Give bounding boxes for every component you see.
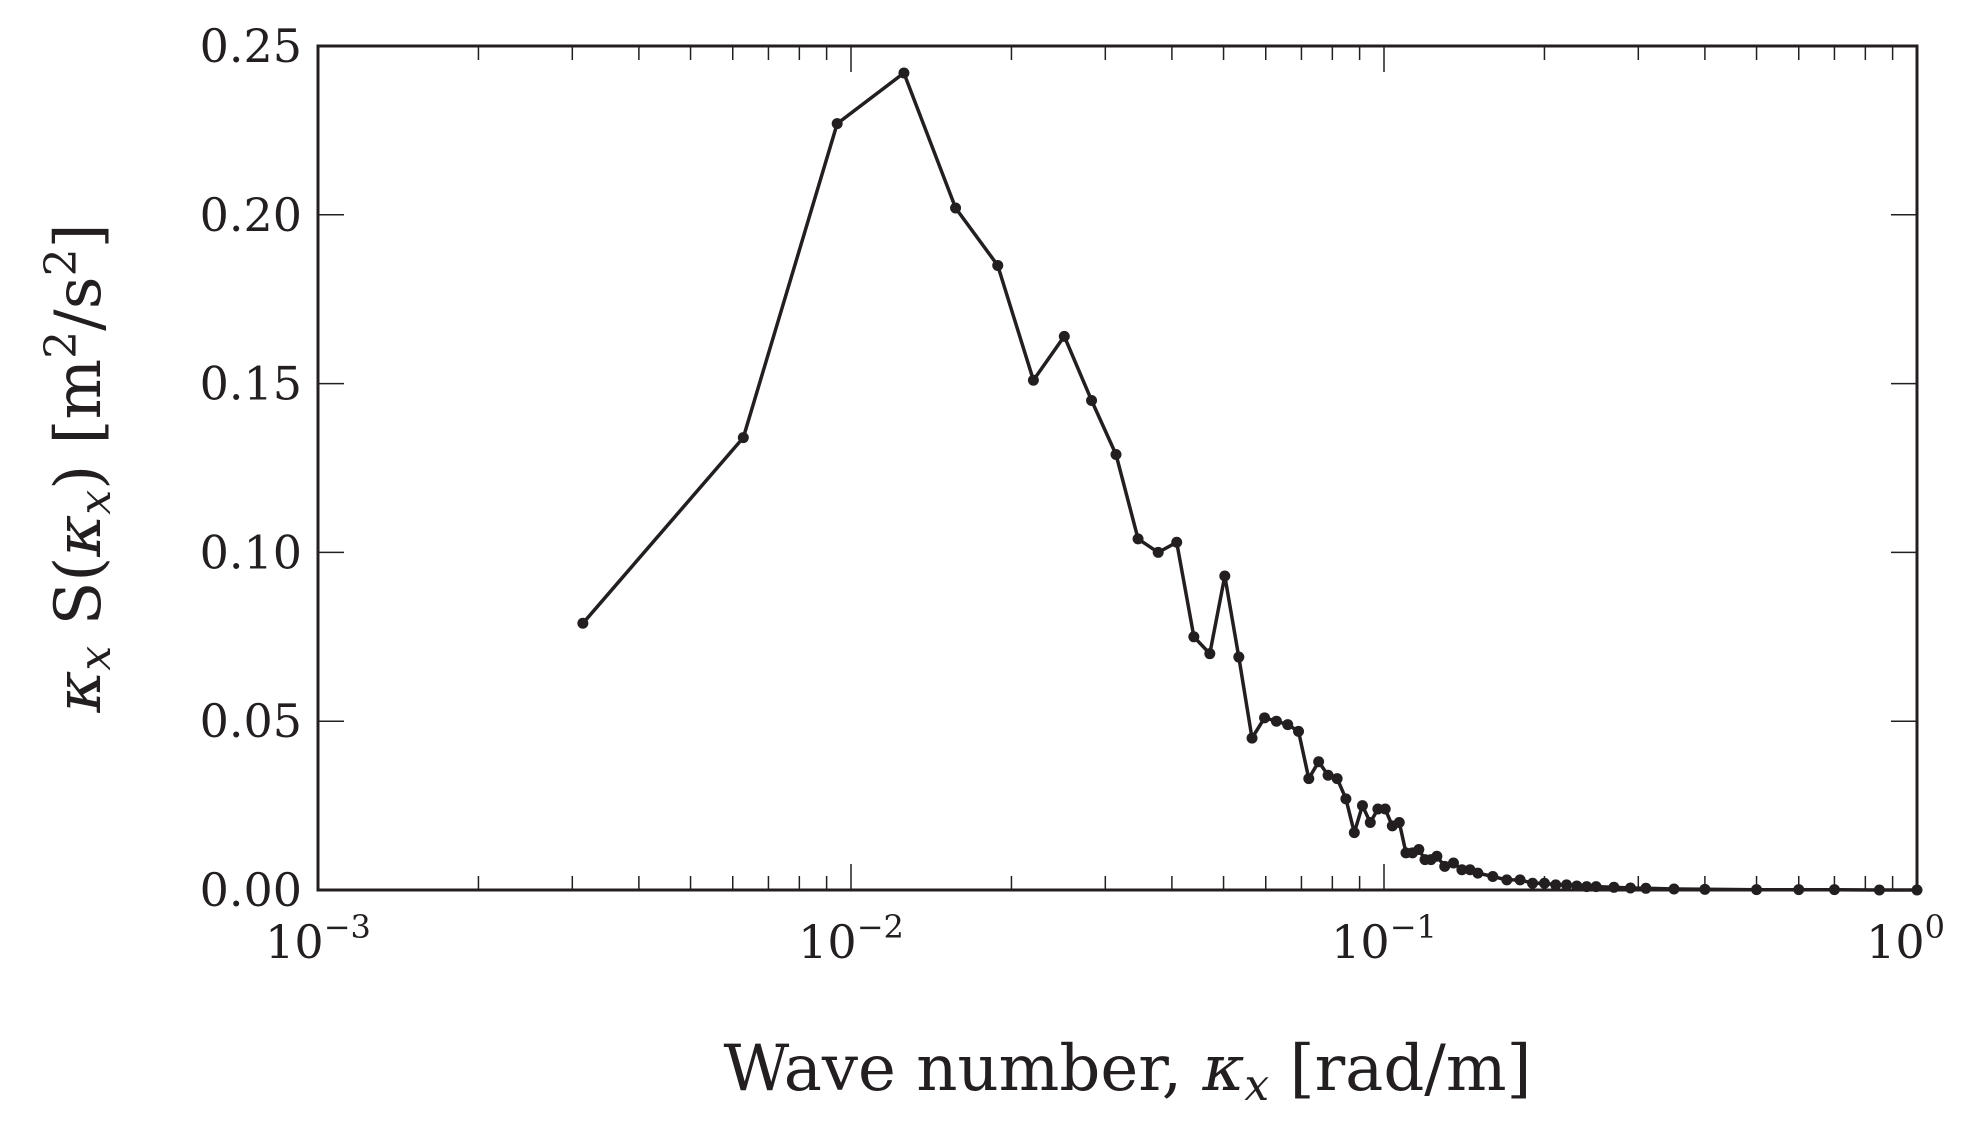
x-tick-labels: 10−3 10−2 10−1 100	[265, 908, 1945, 969]
series-layer	[577, 67, 1923, 896]
data-point	[1393, 816, 1405, 828]
y-tick-labels: 0.00 0.05 0.10 0.15 0.20 0.25	[200, 19, 302, 917]
x-tick-label: 10−3	[265, 908, 371, 969]
data-point	[1219, 570, 1231, 582]
data-point	[1447, 857, 1459, 869]
data-point	[1413, 843, 1425, 855]
y-tick-label: 0.20	[200, 188, 302, 242]
plot-frame	[316, 44, 1919, 892]
data-point	[950, 202, 962, 214]
data-point	[1527, 877, 1539, 889]
data-point	[737, 432, 749, 444]
data-point	[1293, 725, 1305, 737]
data-point	[1204, 648, 1216, 660]
data-point	[1439, 860, 1451, 872]
data-point	[1550, 879, 1562, 891]
data-point	[1356, 800, 1368, 812]
data-point	[1331, 773, 1343, 785]
data-point	[1472, 867, 1484, 879]
y-tick-label: 0.25	[200, 19, 302, 73]
x-tick-label: 10−1	[1331, 908, 1437, 969]
data-point	[1171, 536, 1183, 548]
data-point	[1538, 877, 1550, 889]
data-point	[1487, 870, 1499, 882]
x-tick-label: 10−2	[798, 908, 904, 969]
data-point	[1152, 546, 1164, 558]
data-point	[1188, 631, 1200, 643]
data-point	[1456, 864, 1468, 876]
data-point	[1561, 879, 1573, 891]
data-point	[1640, 882, 1652, 894]
data-point	[1340, 793, 1352, 805]
y-tick-label: 0.15	[200, 357, 302, 411]
data-point	[1282, 719, 1294, 731]
data-point	[1514, 874, 1526, 886]
data-point	[1233, 651, 1245, 663]
data-point	[1246, 732, 1258, 744]
data-point	[898, 67, 910, 79]
data-point	[1058, 330, 1070, 342]
data-point	[577, 617, 589, 629]
data-point	[1348, 827, 1360, 839]
data-point	[1313, 756, 1325, 768]
axis-ticks	[317, 45, 1917, 891]
y-tick-label: 0.05	[200, 694, 302, 748]
data-point	[992, 259, 1004, 271]
data-point	[1270, 715, 1282, 727]
y-tick-label: 0.00	[200, 863, 302, 917]
data-point	[1110, 448, 1122, 460]
data-point	[1364, 816, 1376, 828]
data-point	[1379, 803, 1391, 815]
data-point	[1132, 533, 1144, 545]
data-point	[1322, 769, 1334, 781]
data-point	[831, 118, 843, 130]
y-axis-title: κx S(κx) [m2/s2]	[36, 223, 121, 713]
series-line	[581, 71, 1917, 892]
data-point	[1624, 882, 1636, 894]
data-point	[1501, 874, 1513, 886]
data-point	[1259, 712, 1271, 724]
x-tick-label: 100	[1866, 908, 1945, 969]
x-axis-title: Wave number, κx [rad/m]	[723, 1032, 1531, 1111]
data-point	[1303, 773, 1315, 785]
data-point	[1086, 394, 1098, 406]
y-tick-label: 0.10	[200, 525, 302, 579]
data-point	[1431, 850, 1443, 862]
data-point	[1027, 374, 1039, 386]
